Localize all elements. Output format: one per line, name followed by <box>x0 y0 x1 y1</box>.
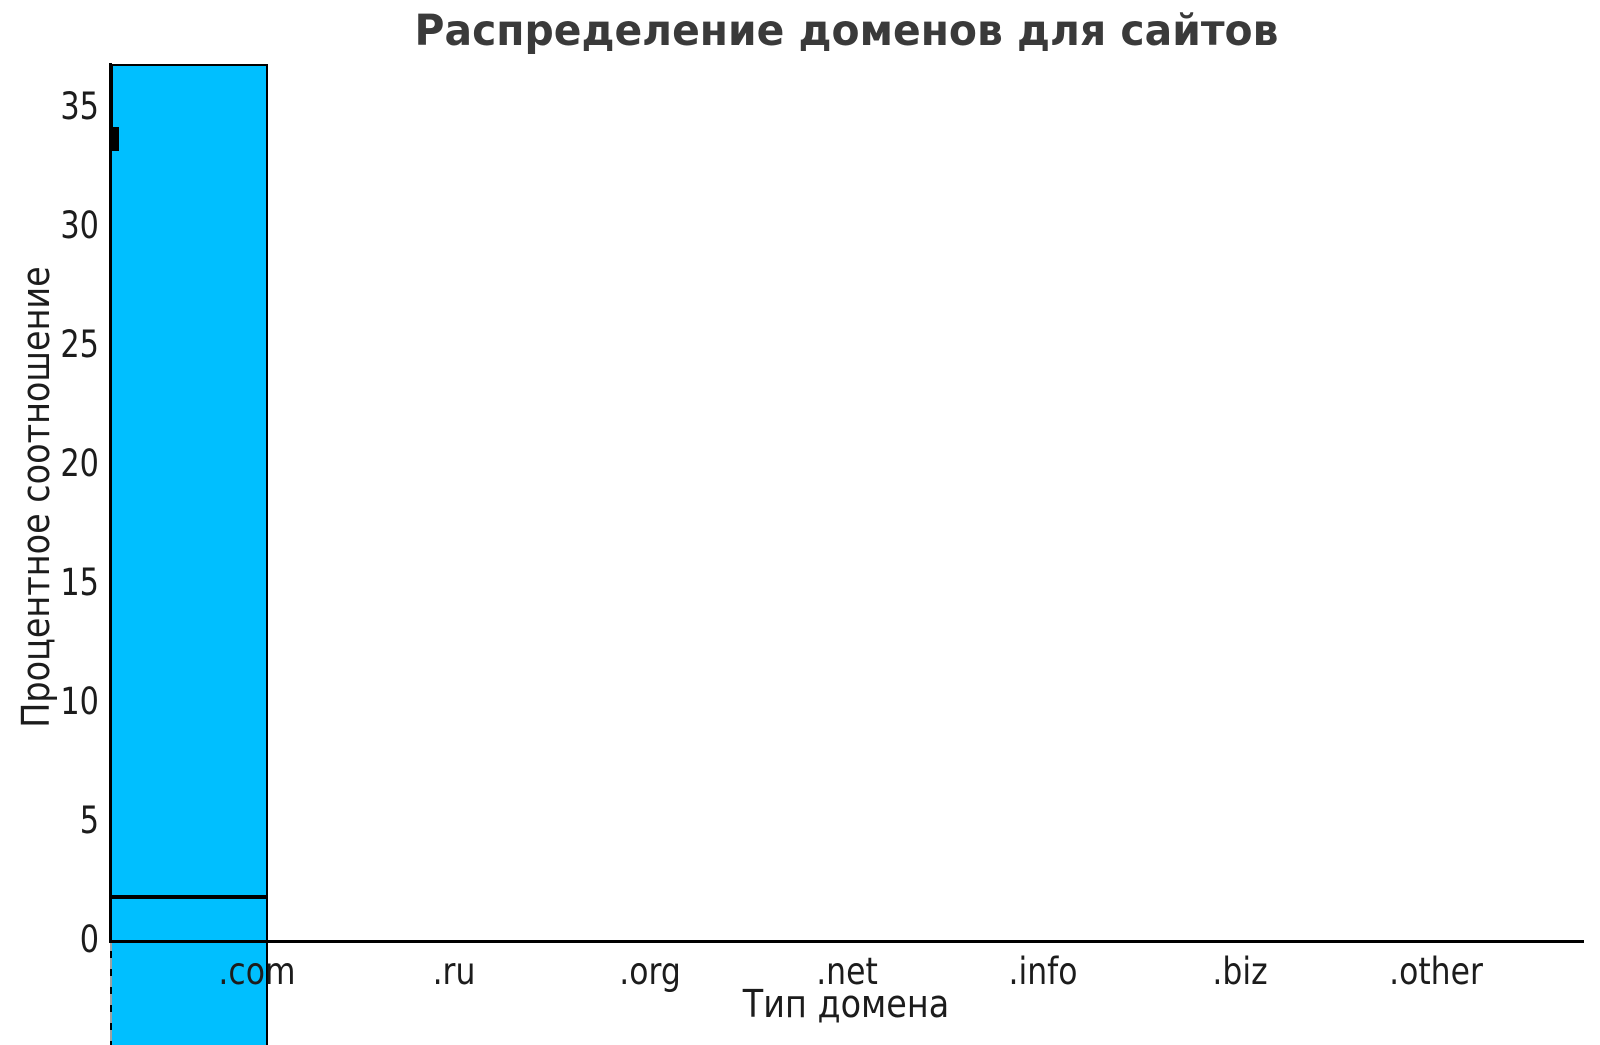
plot-area: .com .ru .org .net .info .biz .other <box>109 63 1584 1045</box>
ytick-label-0: 0 <box>79 918 99 961</box>
bars-layer <box>110 64 1583 1045</box>
ytick-label-5: 5 <box>79 798 99 842</box>
ytick-label-35: 35 <box>60 84 99 128</box>
ytick-15 <box>110 136 119 139</box>
ytick-label-25: 25 <box>60 322 99 366</box>
ytick-0 <box>110 127 119 130</box>
xtick-label-info: .info <box>1008 950 1078 993</box>
xtick-label-biz: .biz <box>1211 950 1268 993</box>
ytick-label-20: 20 <box>60 441 99 485</box>
xtick-label-net: .net <box>815 950 878 993</box>
gridline-x-ru <box>110 940 112 1045</box>
ytick-label-30: 30 <box>60 203 99 247</box>
x-axis-label: Тип домена <box>742 982 950 1026</box>
ytick-25 <box>110 142 119 145</box>
ytick-label-15: 15 <box>60 560 99 604</box>
ytick-35 <box>110 148 119 151</box>
x-axis-spine <box>109 940 1584 943</box>
xtick-label-org: .org <box>619 950 681 993</box>
ytick-label-10: 10 <box>60 679 99 723</box>
xtick-label-com: .com <box>218 950 296 993</box>
ytick-10 <box>110 133 119 136</box>
y-axis-spine <box>109 63 112 943</box>
ytick-5 <box>110 130 119 133</box>
ytick-30 <box>110 145 119 148</box>
xtick-label-ru: .ru <box>432 950 475 993</box>
bar-com <box>110 64 268 898</box>
bar-ru <box>110 897 268 1045</box>
xtick-label-other: .other <box>1389 950 1483 993</box>
chart-title: Распределение доменов для сайтов <box>414 6 1279 56</box>
ytick-20 <box>110 139 119 142</box>
x-tick-labels: .com .ru .org .net .info .biz .other <box>110 64 1583 993</box>
